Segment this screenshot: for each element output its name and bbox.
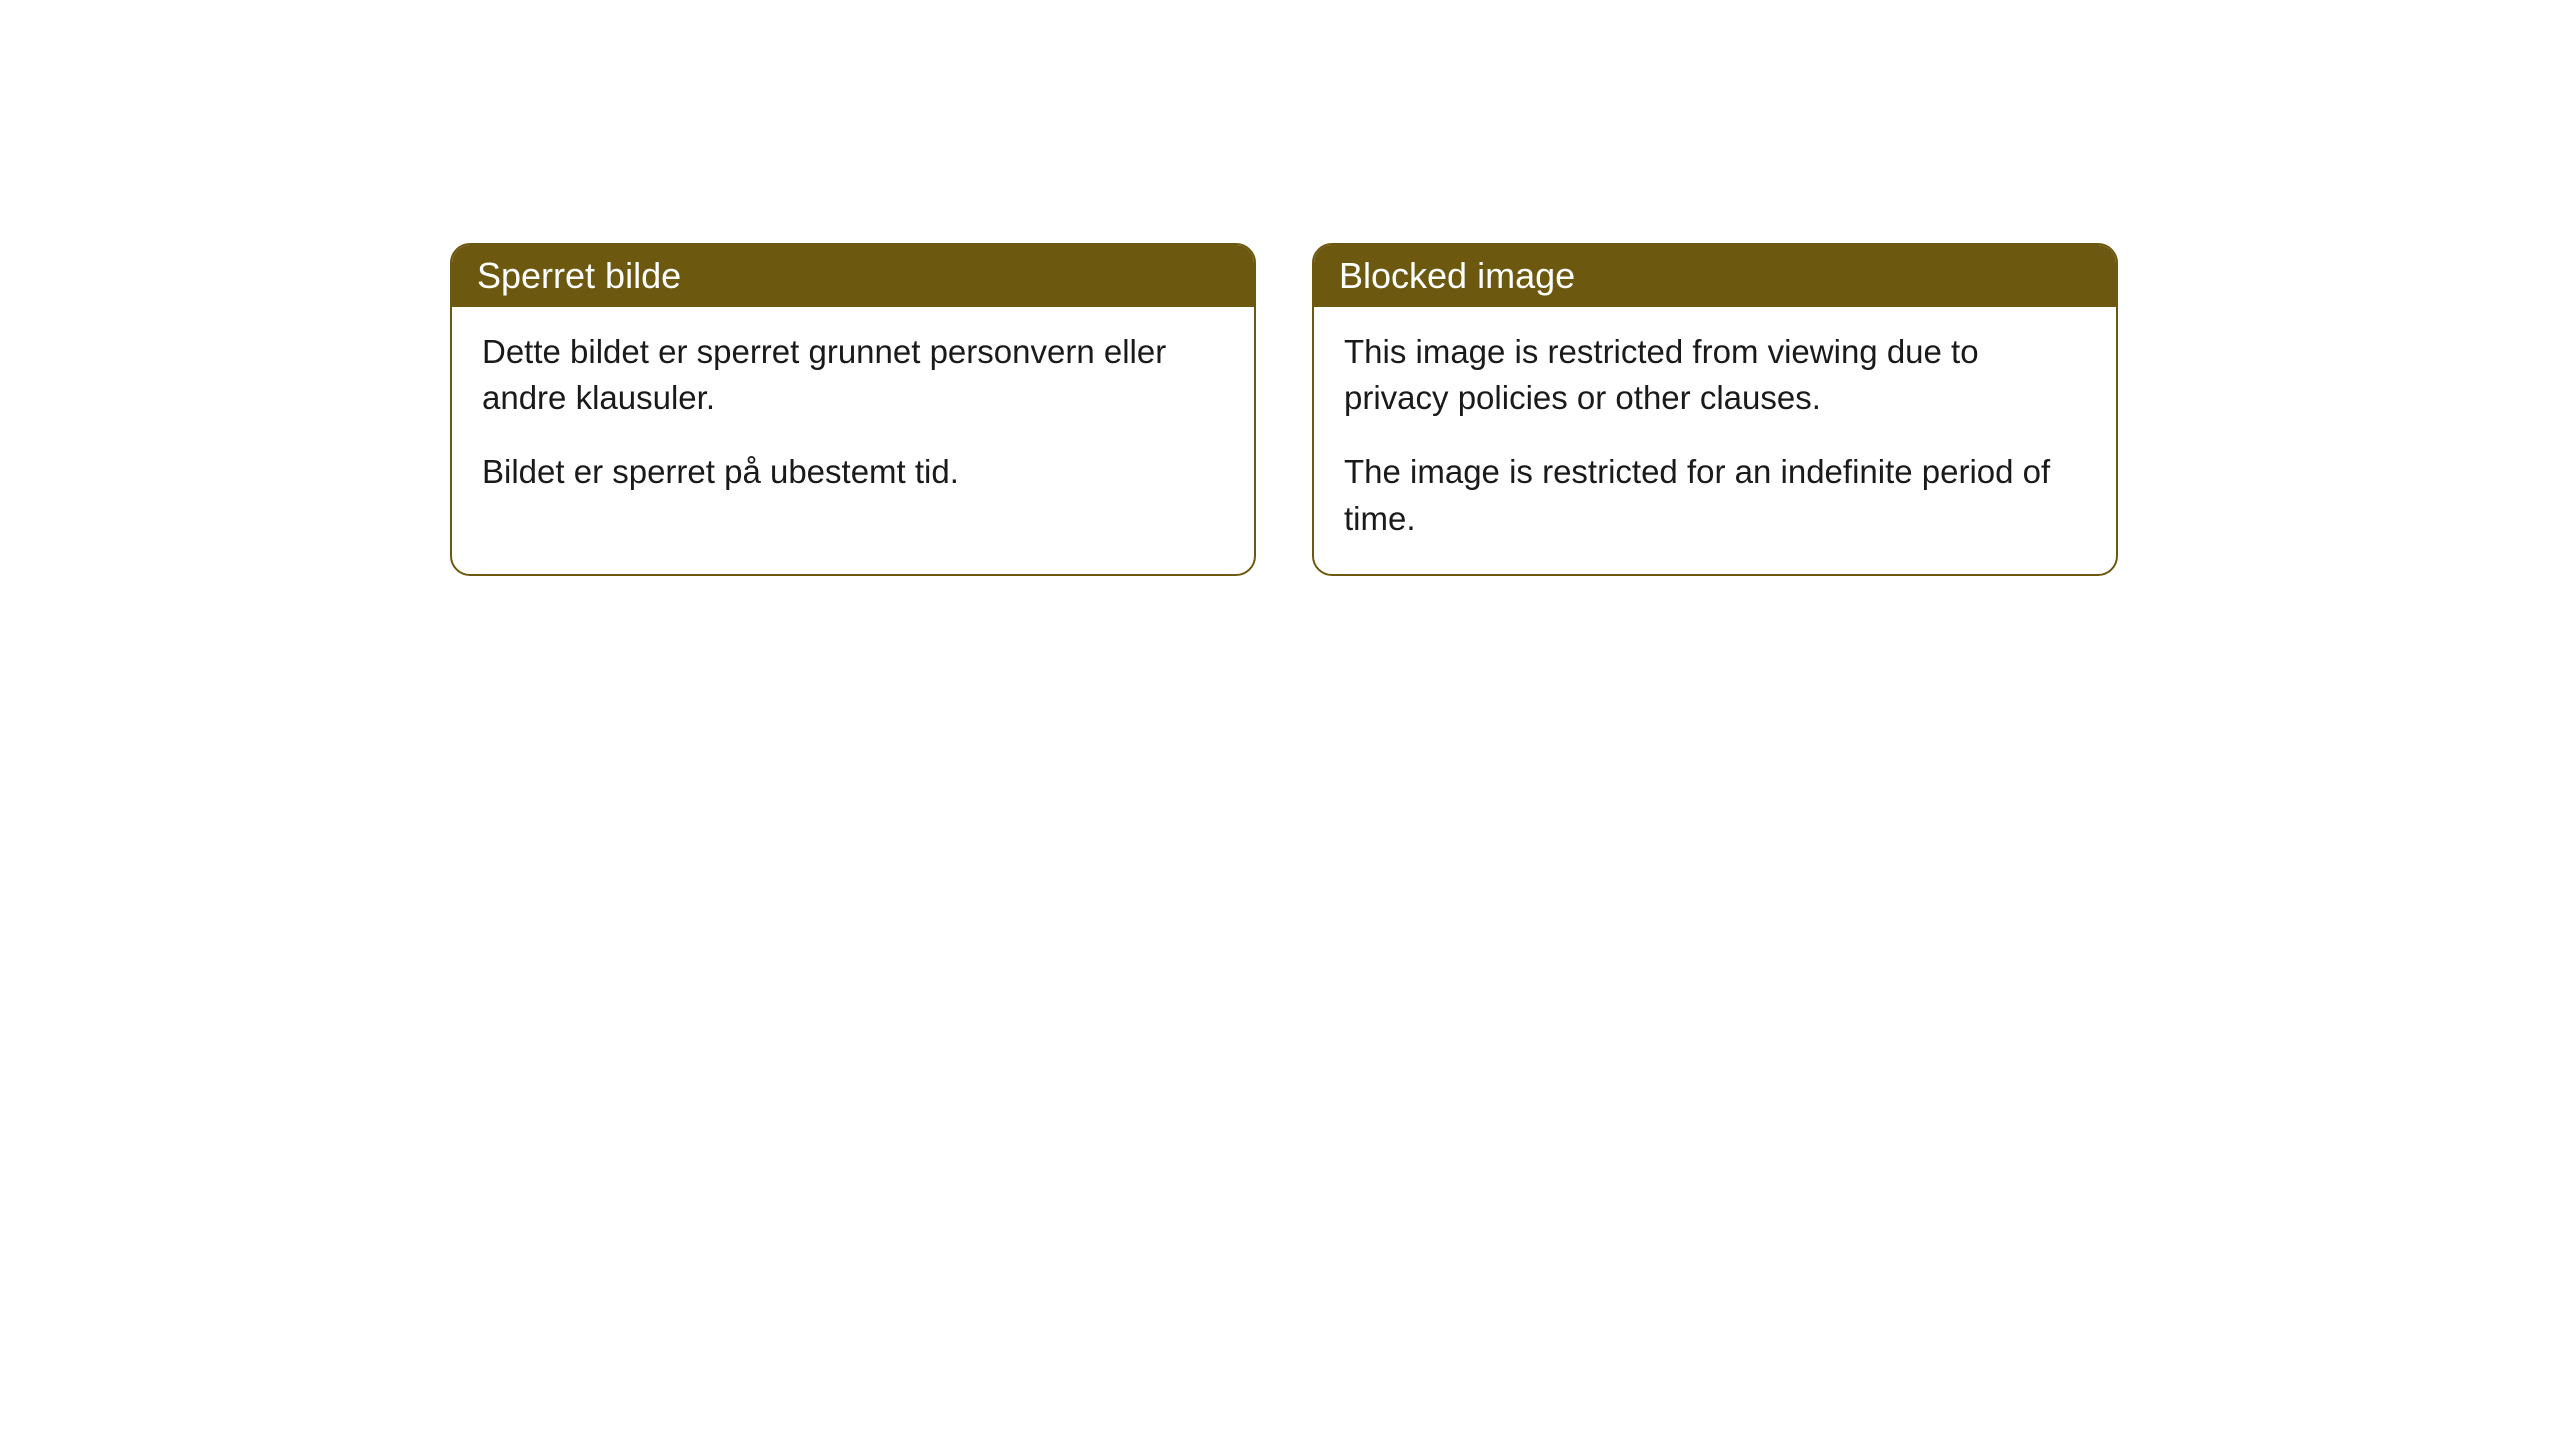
notice-container: Sperret bilde Dette bildet er sperret gr… — [450, 243, 2118, 576]
notice-paragraph: Bildet er sperret på ubestemt tid. — [482, 449, 1224, 495]
notice-paragraph: This image is restricted from viewing du… — [1344, 329, 2086, 421]
notice-card-header: Sperret bilde — [452, 245, 1254, 307]
notice-title: Sperret bilde — [477, 255, 681, 296]
notice-card-english: Blocked image This image is restricted f… — [1312, 243, 2118, 576]
notice-paragraph: Dette bildet er sperret grunnet personve… — [482, 329, 1224, 421]
notice-card-norwegian: Sperret bilde Dette bildet er sperret gr… — [450, 243, 1256, 576]
notice-card-body: Dette bildet er sperret grunnet personve… — [452, 307, 1254, 528]
notice-title: Blocked image — [1339, 255, 1575, 296]
notice-paragraph: The image is restricted for an indefinit… — [1344, 449, 2086, 541]
notice-card-body: This image is restricted from viewing du… — [1314, 307, 2116, 574]
notice-card-header: Blocked image — [1314, 245, 2116, 307]
